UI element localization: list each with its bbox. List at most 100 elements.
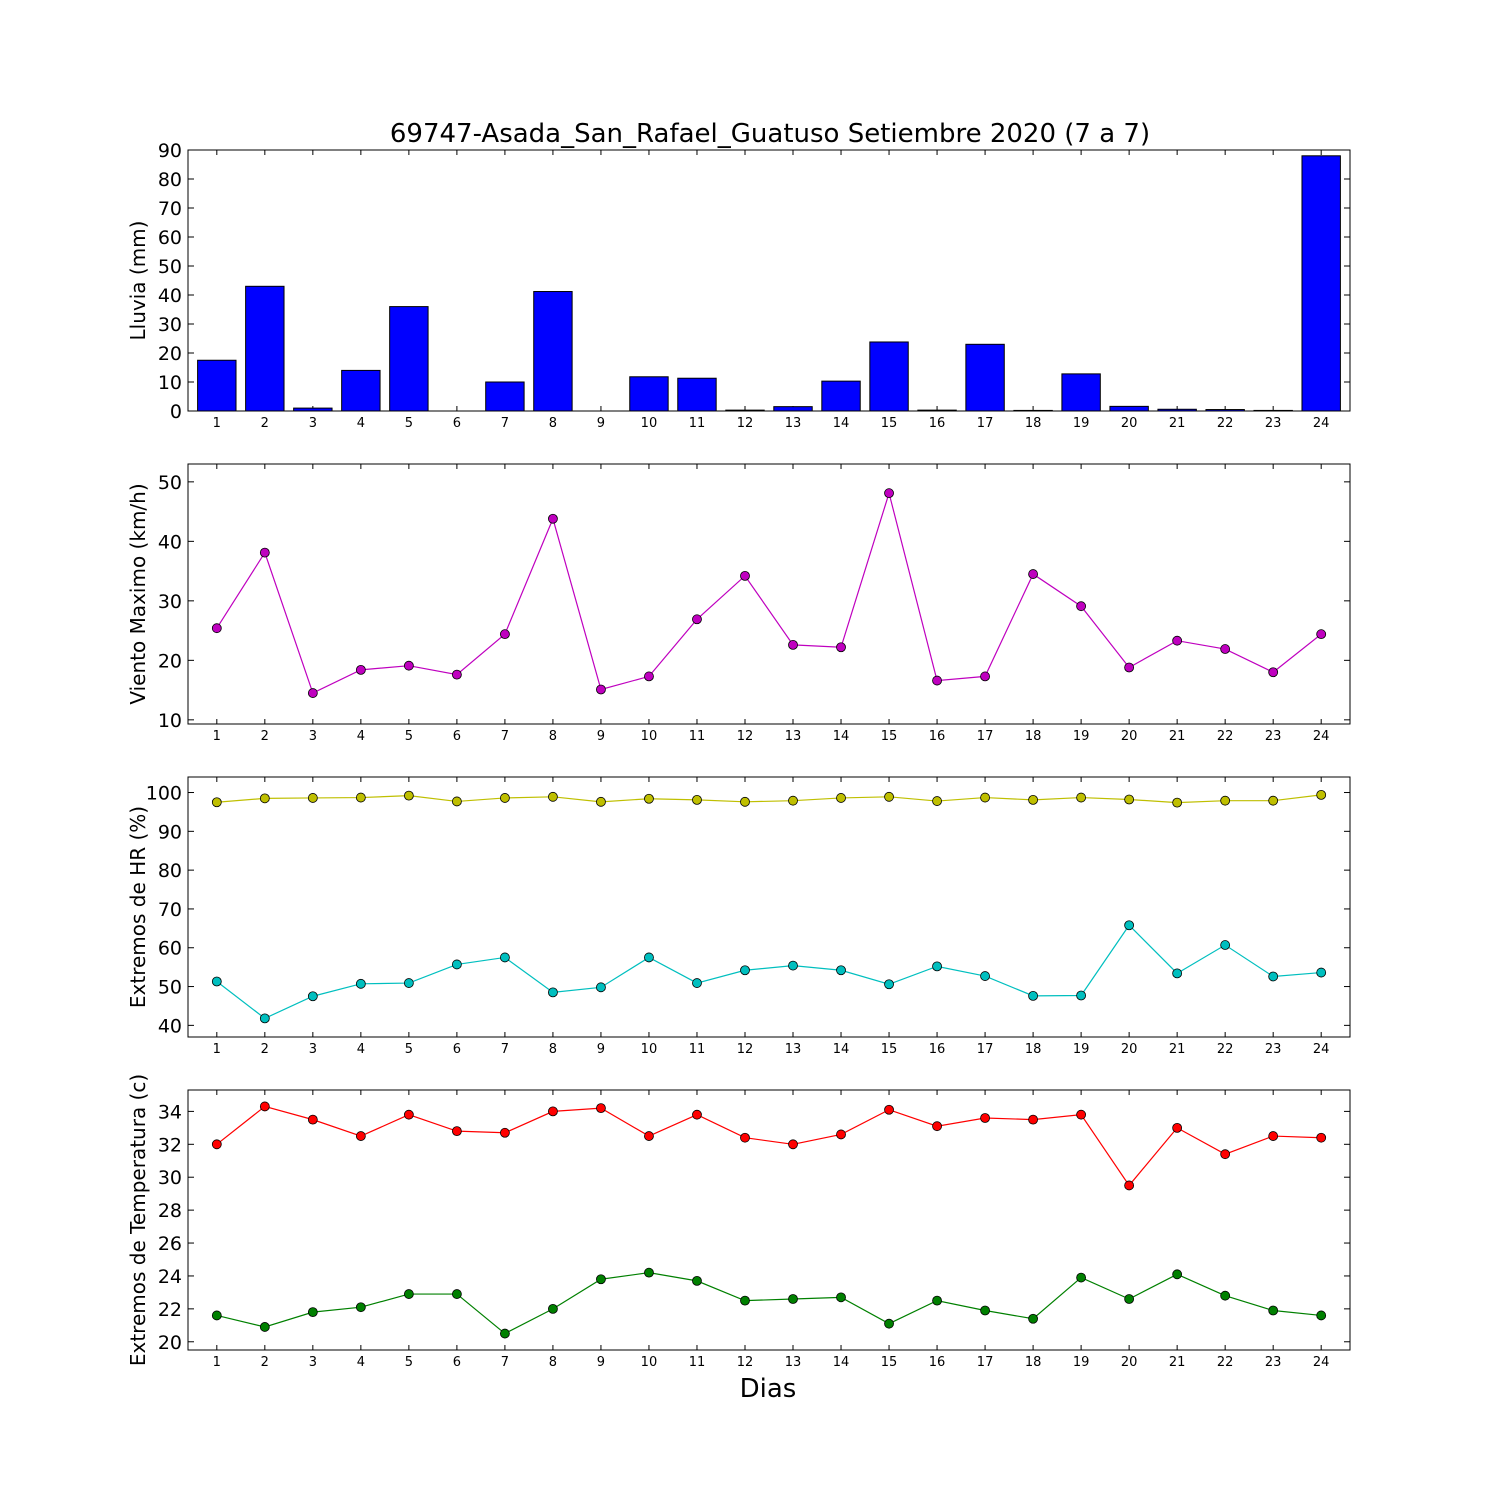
y-tick-label: 50 <box>158 472 182 494</box>
point-series-2-day-24 <box>1316 967 1327 978</box>
x-tick-label: 10 <box>641 1355 658 1370</box>
y-tick-label: 60 <box>158 938 182 960</box>
x-tick-label: 1 <box>213 729 221 744</box>
point-series-1-day-13 <box>788 1139 798 1150</box>
point-series-2-day-8 <box>548 987 558 998</box>
point-series-1-day-6 <box>451 1126 462 1137</box>
point-series-2-day-23 <box>1268 971 1279 982</box>
point-series-1-day-20 <box>1124 662 1135 673</box>
point-series-1-day-7 <box>500 1127 510 1138</box>
x-tick-label: 2 <box>261 416 269 431</box>
point-series-1-day-10 <box>644 671 654 682</box>
x-tick-label: 14 <box>833 1042 850 1057</box>
x-tick-label: 24 <box>1313 1355 1330 1370</box>
x-tick-label: 22 <box>1217 1355 1234 1370</box>
x-tick-label: 3 <box>309 1042 317 1057</box>
bar-day-23 <box>1253 409 1293 412</box>
x-tick-label: 6 <box>453 1042 461 1057</box>
point-series-2-day-22 <box>1220 1290 1231 1301</box>
point-series-1-day-20 <box>1124 1180 1135 1191</box>
point-series-1-day-17 <box>980 1113 990 1123</box>
bar-day-17 <box>965 343 1005 412</box>
y-tick-label: 40 <box>158 285 182 307</box>
bar-day-24 <box>1301 155 1341 412</box>
panel-frame <box>187 776 1351 1038</box>
y-tick-label: 70 <box>158 899 182 921</box>
x-tick-label: 14 <box>833 416 850 431</box>
point-series-2-day-10 <box>644 952 654 963</box>
y-tick-label: 30 <box>158 314 182 336</box>
series-line-2 <box>216 1272 1322 1335</box>
point-series-2-day-1 <box>211 1310 222 1321</box>
point-series-2-day-18 <box>1028 1313 1038 1324</box>
x-tick-label: 6 <box>453 729 461 744</box>
x-tick-label: 5 <box>405 729 413 744</box>
bar-day-19 <box>1061 373 1101 412</box>
x-tick-label: 1 <box>213 416 221 431</box>
x-tick-label: 7 <box>501 729 509 744</box>
x-tick-label: 12 <box>737 416 754 431</box>
point-series-1-day-23 <box>1268 667 1279 678</box>
x-tick-label: 2 <box>261 729 269 744</box>
x-tick-label: 6 <box>453 1355 461 1370</box>
x-tick-label: 18 <box>1025 416 1042 431</box>
point-series-1-day-1 <box>211 797 222 808</box>
x-tick-label: 7 <box>501 416 509 431</box>
y-tick-label: 40 <box>158 1015 182 1037</box>
bar-day-8 <box>533 291 573 412</box>
point-series-2-day-10 <box>644 1267 654 1278</box>
point-series-2-day-18 <box>1028 990 1038 1001</box>
y-axis-label-extremos-de-temperatura-c: Extremos de Temperatura (c) <box>126 1074 150 1366</box>
point-series-2-day-22 <box>1220 940 1231 950</box>
point-series-2-day-9 <box>596 982 606 993</box>
x-tick-label: 15 <box>881 1355 898 1370</box>
point-series-1-day-4 <box>355 1131 366 1141</box>
bar-day-2 <box>245 285 285 412</box>
point-series-2-day-7 <box>500 1328 510 1339</box>
point-series-1-day-14 <box>836 793 846 803</box>
point-series-2-day-13 <box>788 1294 798 1304</box>
point-series-2-day-11 <box>692 978 702 988</box>
point-series-1-day-12 <box>740 796 750 807</box>
x-tick-label: 10 <box>641 729 658 744</box>
x-tick-label: 8 <box>549 1355 557 1370</box>
y-tick-label: 30 <box>158 591 182 613</box>
x-tick-label: 23 <box>1265 729 1282 744</box>
x-tick-label: 17 <box>977 729 994 744</box>
x-tick-label: 23 <box>1265 416 1282 431</box>
x-tick-label: 22 <box>1217 416 1234 431</box>
x-tick-label: 21 <box>1169 1355 1186 1370</box>
point-series-2-day-20 <box>1124 1294 1135 1304</box>
x-tick-label: 13 <box>785 729 802 744</box>
point-series-2-day-20 <box>1124 920 1135 931</box>
x-tick-label: 9 <box>597 1042 605 1057</box>
x-tick-label: 15 <box>881 729 898 744</box>
x-tick-label: 21 <box>1169 1042 1186 1057</box>
point-series-1-day-23 <box>1268 795 1279 806</box>
point-series-2-day-23 <box>1268 1305 1279 1316</box>
point-series-2-day-2 <box>259 1013 270 1024</box>
point-series-1-day-22 <box>1220 795 1231 806</box>
point-series-2-day-16 <box>932 1295 942 1306</box>
x-tick-label: 11 <box>689 416 706 431</box>
bar-day-1 <box>197 359 237 412</box>
x-tick-label: 18 <box>1025 1355 1042 1370</box>
point-series-1-day-18 <box>1028 794 1038 805</box>
x-tick-label: 16 <box>929 416 946 431</box>
point-series-2-day-21 <box>1172 1269 1183 1280</box>
x-tick-label: 21 <box>1169 729 1186 744</box>
x-tick-label: 5 <box>405 416 413 431</box>
point-series-2-day-4 <box>355 978 366 989</box>
point-series-1-day-2 <box>259 547 270 558</box>
x-tick-label: 17 <box>977 1042 994 1057</box>
point-series-1-day-5 <box>403 790 414 801</box>
panel-frame <box>187 1089 1351 1351</box>
point-series-1-day-11 <box>692 1109 702 1120</box>
point-series-1-day-21 <box>1172 1122 1183 1133</box>
x-tick-label: 8 <box>549 1042 557 1057</box>
point-series-1-day-6 <box>451 796 462 807</box>
y-tick-label: 100 <box>146 783 182 805</box>
